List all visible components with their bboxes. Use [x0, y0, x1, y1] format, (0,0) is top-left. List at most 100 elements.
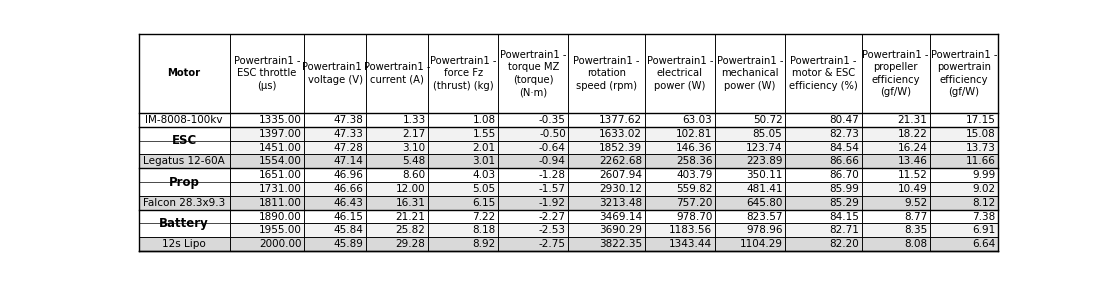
Bar [498, 196, 568, 210]
Bar [139, 113, 230, 127]
Bar [304, 182, 366, 196]
Text: 6.15: 6.15 [472, 198, 496, 208]
Bar [715, 237, 785, 251]
Bar [139, 210, 230, 237]
Text: 29.28: 29.28 [396, 239, 426, 249]
Bar [304, 127, 366, 141]
Text: 80.47: 80.47 [830, 115, 859, 125]
Bar [139, 196, 230, 210]
Bar [929, 141, 998, 155]
Bar [785, 155, 862, 168]
Bar [715, 141, 785, 155]
Bar [715, 34, 785, 113]
Text: 21.31: 21.31 [897, 115, 927, 125]
Text: 47.28: 47.28 [334, 143, 364, 153]
Text: 2.01: 2.01 [472, 143, 496, 153]
Text: 8.08: 8.08 [904, 239, 927, 249]
Text: 10.49: 10.49 [897, 184, 927, 194]
Bar [785, 141, 862, 155]
Bar [498, 182, 568, 196]
Bar [715, 223, 785, 237]
Text: 1.55: 1.55 [472, 129, 496, 139]
Bar [498, 223, 568, 237]
Text: 46.96: 46.96 [334, 170, 364, 180]
Text: IM-8008-100kv: IM-8008-100kv [145, 115, 223, 125]
Bar [139, 127, 230, 141]
Text: 25.82: 25.82 [396, 225, 426, 235]
Text: 46.15: 46.15 [334, 212, 364, 221]
Text: 978.96: 978.96 [746, 225, 783, 235]
Bar [498, 155, 568, 168]
Text: 18.22: 18.22 [897, 129, 927, 139]
Bar [929, 113, 998, 127]
Text: 757.20: 757.20 [676, 198, 712, 208]
Bar [304, 141, 366, 155]
Bar [428, 196, 498, 210]
Bar [304, 168, 366, 182]
Text: 3469.14: 3469.14 [599, 212, 642, 221]
Bar [230, 155, 304, 168]
Bar [139, 34, 230, 113]
Bar [568, 196, 644, 210]
Text: Legatus 12-60A: Legatus 12-60A [143, 156, 225, 166]
Bar [139, 182, 230, 196]
Text: 7.22: 7.22 [472, 212, 496, 221]
Text: 9.52: 9.52 [904, 198, 927, 208]
Bar [139, 223, 230, 237]
Text: 1890.00: 1890.00 [260, 212, 302, 221]
Text: 645.80: 645.80 [746, 198, 783, 208]
Text: 2000.00: 2000.00 [260, 239, 302, 249]
Text: 45.89: 45.89 [334, 239, 364, 249]
Text: 13.73: 13.73 [966, 143, 996, 153]
Text: 2.17: 2.17 [403, 129, 426, 139]
Bar [139, 113, 230, 127]
Text: Powertrain1 -
torque MZ
(torque)
(N·m): Powertrain1 - torque MZ (torque) (N·m) [500, 50, 567, 97]
Text: 85.29: 85.29 [830, 198, 859, 208]
Bar [568, 223, 644, 237]
Bar [568, 210, 644, 223]
Bar [644, 223, 715, 237]
Text: 8.18: 8.18 [472, 225, 496, 235]
Text: 1811.00: 1811.00 [258, 198, 302, 208]
Bar [862, 34, 929, 113]
Bar [568, 34, 644, 113]
Text: 350.11: 350.11 [746, 170, 783, 180]
Text: 823.57: 823.57 [746, 212, 783, 221]
Bar [862, 168, 929, 182]
Bar [230, 34, 304, 113]
Text: 146.36: 146.36 [675, 143, 712, 153]
Bar [568, 127, 644, 141]
Bar [644, 237, 715, 251]
Text: 50.72: 50.72 [753, 115, 783, 125]
Text: 1.08: 1.08 [472, 115, 496, 125]
Bar [929, 127, 998, 141]
Text: 2262.68: 2262.68 [599, 156, 642, 166]
Text: 223.89: 223.89 [746, 156, 783, 166]
Text: 85.05: 85.05 [753, 129, 783, 139]
Text: -2.75: -2.75 [539, 239, 566, 249]
Text: 16.31: 16.31 [396, 198, 426, 208]
Text: 7.38: 7.38 [973, 212, 996, 221]
Bar [568, 113, 644, 127]
Bar [498, 127, 568, 141]
Bar [366, 113, 428, 127]
Bar [230, 210, 304, 223]
Bar [785, 196, 862, 210]
Bar [139, 196, 230, 210]
Text: Falcon 28.3x9.3: Falcon 28.3x9.3 [143, 198, 225, 208]
Bar [139, 155, 230, 168]
Text: Powertrain1 -
force Fz
(thrust) (kg): Powertrain1 - force Fz (thrust) (kg) [430, 56, 497, 91]
Bar [366, 168, 428, 182]
Text: 8.77: 8.77 [904, 212, 927, 221]
Bar [862, 155, 929, 168]
Bar [139, 210, 230, 223]
Bar [785, 182, 862, 196]
Text: 11.52: 11.52 [897, 170, 927, 180]
Bar [366, 196, 428, 210]
Bar [230, 223, 304, 237]
Bar [644, 34, 715, 113]
Bar [929, 168, 998, 182]
Bar [428, 34, 498, 113]
Bar [644, 210, 715, 223]
Bar [304, 34, 366, 113]
